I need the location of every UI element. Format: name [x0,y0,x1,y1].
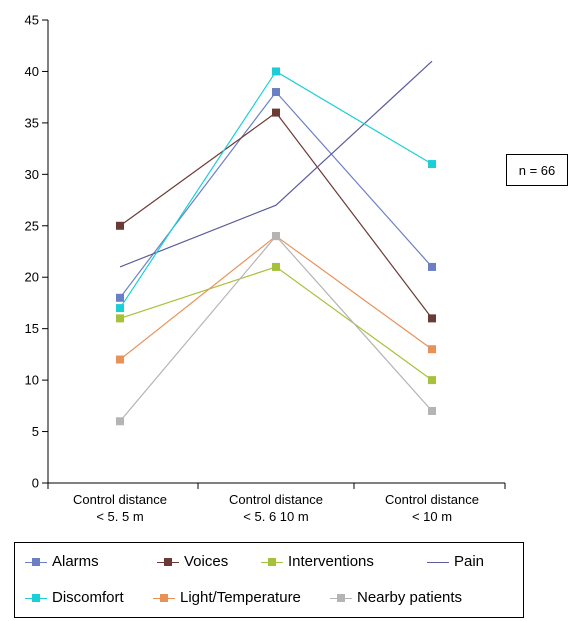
series-interventions [116,262,436,385]
data-point [272,108,280,117]
chart-series [116,60,436,426]
series-voices [116,108,436,323]
data-point [428,376,436,385]
legend-swatch [330,591,352,605]
legend-item: Interventions [261,553,374,570]
data-point [272,67,280,76]
legend-swatch [25,591,47,605]
legend-label: Voices [184,553,229,570]
series-line [119,70,433,309]
data-point [272,232,280,241]
line-chart: 0 5 10 15 20 25 30 35 40 45 Control distance < 5. 5… [25,13,506,524]
data-point [116,304,124,313]
legend-swatch [427,555,449,569]
data-point [116,314,124,323]
y-tick-label: 25 [25,218,39,233]
legend-swatch [25,555,47,569]
legend-swatch [261,555,283,569]
legend-item: Alarms [25,553,99,570]
series-discomfort [116,67,436,313]
legend-label: Nearby patients [357,589,463,606]
data-point [116,417,124,426]
legend-item: Pain [427,553,484,570]
y-tick-label: 5 [32,424,39,439]
chart-legend: Alarms Voices Interventions Pain Discomfort L… [14,542,524,618]
legend-label: Pain [454,553,485,570]
y-tick-label: 20 [25,270,39,285]
legend-item: Voices [157,553,228,570]
legend-label: Alarms [52,553,99,570]
sample-size-annotation: n = 66 [506,154,568,186]
legend-item: Discomfort [25,589,124,606]
series-line [119,60,433,268]
x-category-label: Control distance < 10 m [385,492,479,524]
data-point [116,221,124,230]
y-tick-label: 30 [25,167,39,182]
series-line [119,235,433,361]
data-point [428,345,436,354]
data-point [272,88,280,97]
legend-swatch [157,555,179,569]
data-point [428,262,436,271]
legend-label: Discomfort [52,589,124,606]
x-category-label: Control distance < 5. 6 10 m [229,492,323,524]
series-nearby-patients [116,232,436,426]
chart-axes: 0 5 10 15 20 25 30 35 40 45 Control distance < 5. 5… [25,13,506,524]
legend-item: Nearby patients [330,589,462,606]
y-tick-label: 0 [32,476,39,491]
sample-size-text: n = 66 [518,162,556,178]
y-tick-label: 10 [25,373,39,388]
y-tick-label: 35 [25,115,39,130]
series-pain [119,60,433,268]
data-point [428,406,436,415]
y-tick-label: 15 [25,321,39,336]
y-tick-label: 45 [25,13,39,28]
legend-label: Light/Temperature [180,589,301,606]
data-point [428,160,436,169]
data-point [272,262,280,271]
series-line [119,111,433,319]
data-point [116,355,124,364]
data-point [116,293,124,302]
legend-item: Light/Temperature [153,589,301,606]
series-light-temperature [116,232,436,364]
legend-swatch [153,591,175,605]
y-tick-label: 40 [25,64,39,79]
legend-label: Interventions [288,553,374,570]
x-category-label: Control distance < 5. 5 m [73,492,167,524]
series-line [119,266,433,381]
data-point [428,314,436,323]
